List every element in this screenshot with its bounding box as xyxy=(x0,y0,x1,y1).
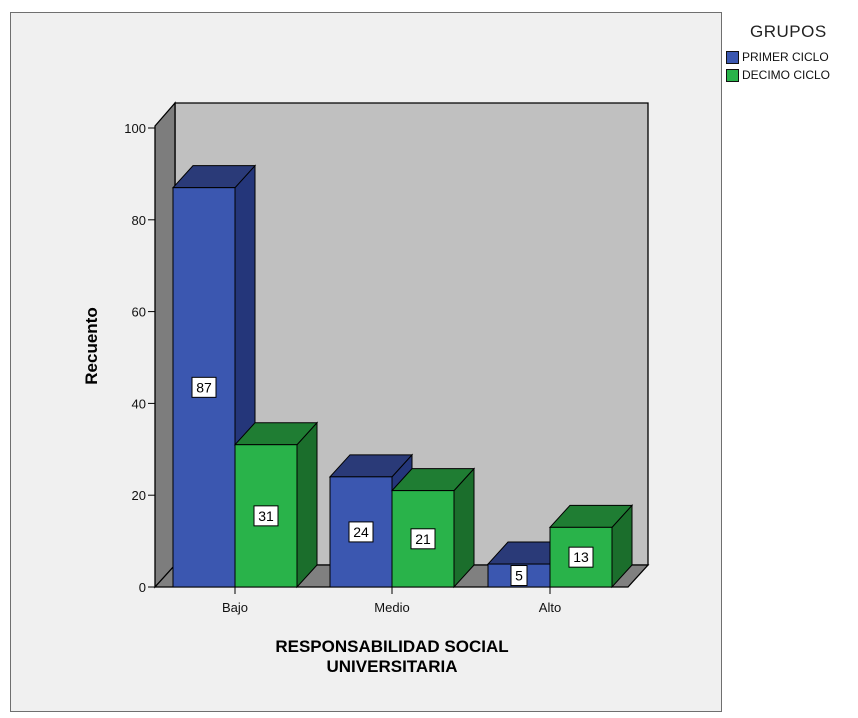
data-label: 21 xyxy=(415,531,431,547)
legend-swatch-decimo-ciclo xyxy=(726,68,739,82)
y-tick-label: 20 xyxy=(132,488,146,503)
legend-item-primer-ciclo: PRIMER CICLO xyxy=(726,48,856,66)
legend-title: GRUPOS xyxy=(750,22,827,41)
data-label-box xyxy=(410,528,436,550)
x-axis-title: UNIVERSITARIA xyxy=(327,657,458,676)
data-label-box xyxy=(191,376,217,398)
legend-swatch-primer-ciclo xyxy=(726,50,739,64)
data-label: 31 xyxy=(258,508,274,524)
data-label: 24 xyxy=(353,524,369,540)
bar-side-decimo-ciclo xyxy=(296,421,318,589)
data-label-box xyxy=(568,546,594,568)
x-tick-label: Alto xyxy=(539,600,561,615)
chart-side-wall xyxy=(154,101,176,589)
y-tick-label: 0 xyxy=(139,580,146,595)
legend-label: DECIMO CICLO xyxy=(742,68,831,82)
data-label-box xyxy=(510,565,528,587)
y-tick-label: 60 xyxy=(132,305,146,320)
legend: GRUPOS PRIMER CICLO DECIMO CICLO xyxy=(726,22,856,84)
x-tick-label: Medio xyxy=(374,600,409,615)
legend-item-decimo-ciclo: DECIMO CICLO xyxy=(726,66,856,84)
y-tick-label: 100 xyxy=(124,121,146,136)
legend-label: PRIMER CICLO xyxy=(742,50,829,64)
y-tick-label: 80 xyxy=(132,213,146,228)
data-label-box xyxy=(253,505,279,527)
x-tick-label: Bajo xyxy=(222,600,248,615)
data-label: 5 xyxy=(515,568,523,584)
data-label: 87 xyxy=(196,379,212,395)
y-tick-label: 40 xyxy=(132,396,146,411)
data-label: 13 xyxy=(573,549,589,565)
x-axis-title: RESPONSABILIDAD SOCIAL xyxy=(275,637,508,656)
y-axis-title: Recuento xyxy=(82,307,101,384)
data-label-box xyxy=(348,521,374,543)
